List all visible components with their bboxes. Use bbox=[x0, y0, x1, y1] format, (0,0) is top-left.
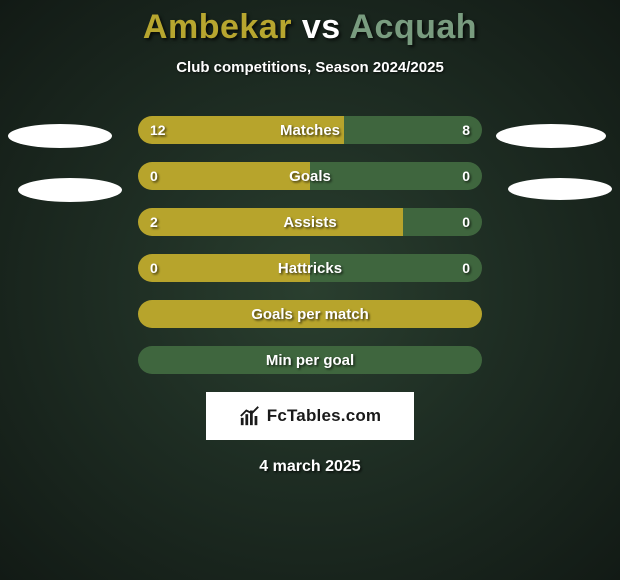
stat-bar: Matches128 bbox=[138, 116, 482, 144]
stat-bar: Assists20 bbox=[138, 208, 482, 236]
logo-text: FcTables.com bbox=[267, 406, 382, 426]
bar-fill-left bbox=[138, 300, 482, 328]
stat-bar: Goals00 bbox=[138, 162, 482, 190]
stat-bar: Min per goal bbox=[138, 346, 482, 374]
side-ellipse bbox=[508, 178, 612, 200]
bar-fill-right bbox=[310, 254, 482, 282]
side-ellipse bbox=[8, 124, 112, 148]
bars-trend-icon bbox=[239, 405, 261, 427]
bar-fill-right bbox=[403, 208, 482, 236]
content-root: Ambekar vs Acquah Club competitions, Sea… bbox=[0, 0, 620, 580]
stat-bar: Hattricks00 bbox=[138, 254, 482, 282]
date-label: 4 march 2025 bbox=[259, 458, 360, 476]
title-vs: vs bbox=[302, 8, 341, 46]
bar-fill-left bbox=[138, 116, 344, 144]
bar-fill-left bbox=[138, 254, 310, 282]
title-left: Ambekar bbox=[143, 8, 292, 46]
bar-fill-right bbox=[344, 116, 482, 144]
comparison-bars: Matches128 Goals00 Assists20 Hattricks00 Goa… bbox=[0, 116, 620, 374]
page-title: Ambekar vs Acquah bbox=[143, 8, 477, 47]
bar-fill-left bbox=[138, 208, 403, 236]
logo-box: FcTables.com bbox=[206, 392, 414, 440]
title-right: Acquah bbox=[349, 8, 477, 46]
bar-fill-left bbox=[138, 162, 310, 190]
side-ellipse bbox=[18, 178, 122, 202]
bar-fill-right bbox=[138, 346, 482, 374]
bar-fill-right bbox=[310, 162, 482, 190]
side-ellipse bbox=[496, 124, 606, 148]
stat-bar: Goals per match bbox=[138, 300, 482, 328]
subtitle: Club competitions, Season 2024/2025 bbox=[176, 59, 444, 76]
